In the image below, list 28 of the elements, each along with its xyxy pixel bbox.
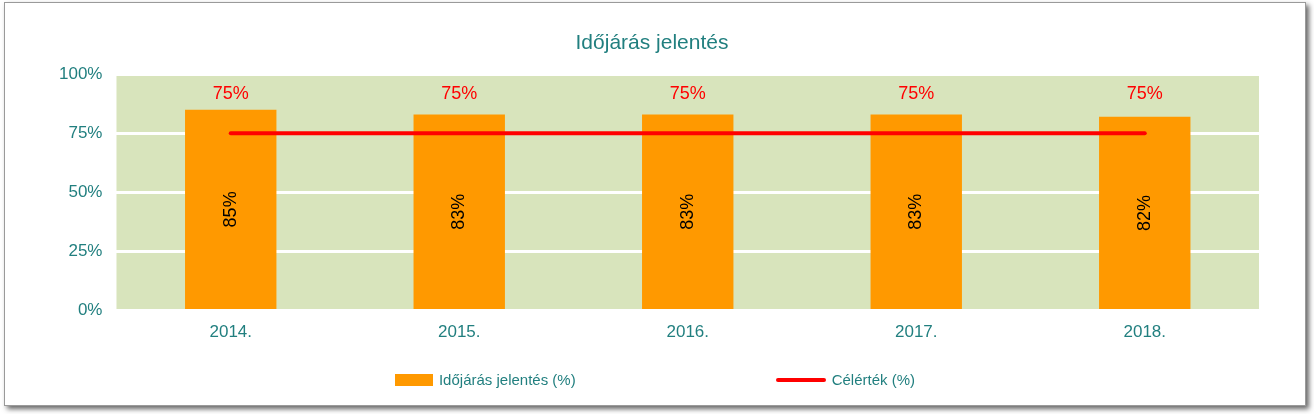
data-label: 85% (219, 191, 240, 228)
y-tick-label: 100% (59, 63, 103, 83)
bar (185, 109, 277, 310)
y-tick-label: 25% (68, 241, 103, 261)
data-label: 83% (676, 193, 697, 230)
legend-label: Időjárás jelentés (%) (438, 371, 576, 388)
y-tick-label: 0% (77, 300, 103, 320)
bar (870, 114, 962, 310)
x-tick-label: 2014. (209, 322, 252, 342)
data-label: 83% (905, 193, 926, 230)
y-tick-label: 50% (68, 182, 103, 202)
data-label: 75% (1126, 83, 1163, 104)
x-tick-label: 2015. (437, 322, 481, 342)
bar (642, 114, 734, 310)
data-label: 75% (441, 83, 478, 104)
chart-title: Időjárás jelentés (575, 30, 729, 54)
bar (413, 114, 505, 310)
data-label: 75% (669, 83, 706, 104)
data-label: 83% (448, 193, 469, 230)
data-label: 75% (898, 83, 935, 104)
bar (1099, 116, 1191, 310)
x-tick-label: 2016. (666, 322, 710, 342)
y-tick-label: 75% (68, 122, 103, 142)
x-tick-label: 2018. (1123, 322, 1167, 342)
data-label: 82% (1133, 194, 1154, 231)
legend-label: Célérték (%) (831, 371, 916, 388)
data-label: 75% (212, 83, 249, 104)
x-tick-label: 2017. (894, 322, 938, 342)
